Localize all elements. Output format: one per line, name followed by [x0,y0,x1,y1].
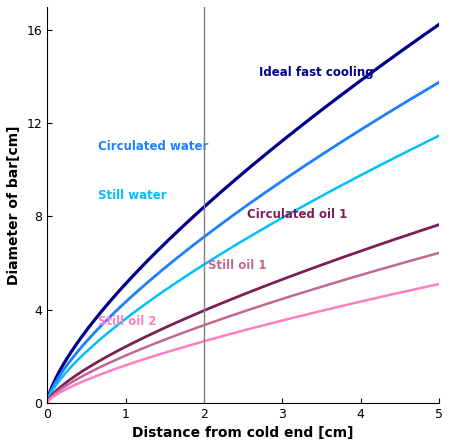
Text: Still oil 2: Still oil 2 [98,315,157,328]
X-axis label: Distance from cold end [cm]: Distance from cold end [cm] [132,426,354,440]
Text: Ideal fast cooling: Ideal fast cooling [259,66,374,79]
Y-axis label: Diameter of bar[cm]: Diameter of bar[cm] [7,125,21,285]
Text: Circulated oil 1: Circulated oil 1 [247,207,347,221]
Text: Circulated water: Circulated water [98,140,208,153]
Text: Still water: Still water [98,189,166,202]
Text: Still oil 1: Still oil 1 [208,259,266,272]
